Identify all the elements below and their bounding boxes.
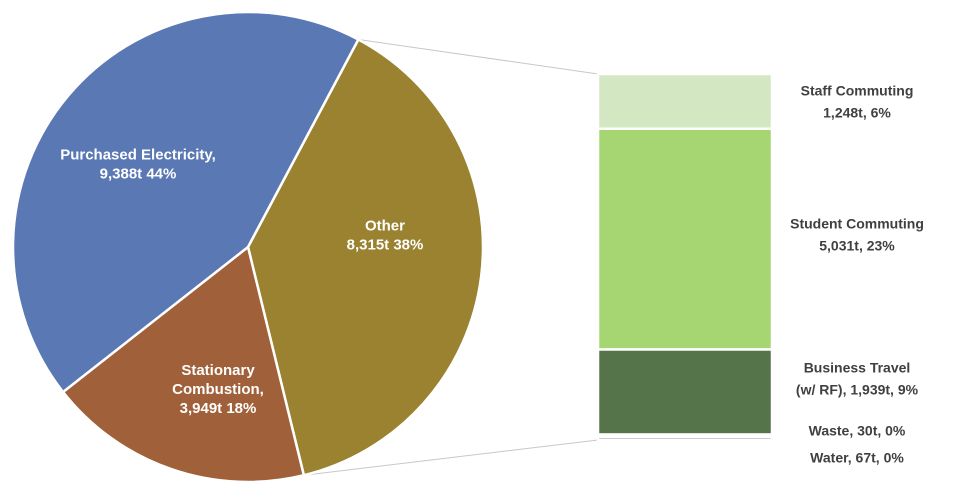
bar-label-student-commuting-0: Student Commuting	[790, 216, 924, 232]
bar-label-business-travel-1: (w/ RF), 1,939t, 9%	[796, 382, 919, 398]
pie-slice-stationary	[61, 244, 306, 484]
stacked-bar	[596, 72, 774, 442]
pie-label-purchased-electricity-1: 9,388t 44%	[100, 165, 177, 182]
connector-line-bottom	[303, 439, 599, 476]
bar-segment-business-travel	[596, 348, 774, 436]
pie-label-purchased-electricity-0: Purchased Electricity,	[60, 146, 216, 163]
bar-label-staff-commuting-1: 1,248t, 6%	[823, 105, 891, 121]
bar-label-business-travel-0: Business Travel	[804, 360, 911, 376]
pie-slice-purchased-electricity	[11, 10, 361, 394]
pie-label-other-0: Other	[365, 217, 405, 234]
pie-label-stationary-1: Combustion,	[172, 381, 264, 398]
connector-lines	[303, 39, 599, 476]
bar-label-water-67t-0-0: Water, 67t, 0%	[810, 450, 904, 466]
data-labels: Purchased Electricity, 9,388t 44% Other 8,3…	[60, 83, 924, 466]
bar-segment-staff-commuting	[596, 72, 774, 131]
bar-segment-student-commuting	[596, 127, 774, 351]
pie-slice-other	[246, 37, 485, 477]
pie-chart	[11, 10, 485, 484]
bar-segment-water-67t-0	[596, 435, 774, 442]
connector-line-top	[358, 39, 599, 75]
pie-label-stationary-0: Stationary	[181, 362, 255, 379]
pie-label-stationary-2: 3,949t 18%	[180, 400, 257, 417]
bar-label-waste-30t-0-0: Waste, 30t, 0%	[809, 423, 906, 439]
bar-label-student-commuting-1: 5,031t, 23%	[819, 238, 895, 254]
bar-label-staff-commuting-0: Staff Commuting	[801, 83, 914, 99]
pie-label-other-1: 8,315t 38%	[347, 236, 424, 253]
